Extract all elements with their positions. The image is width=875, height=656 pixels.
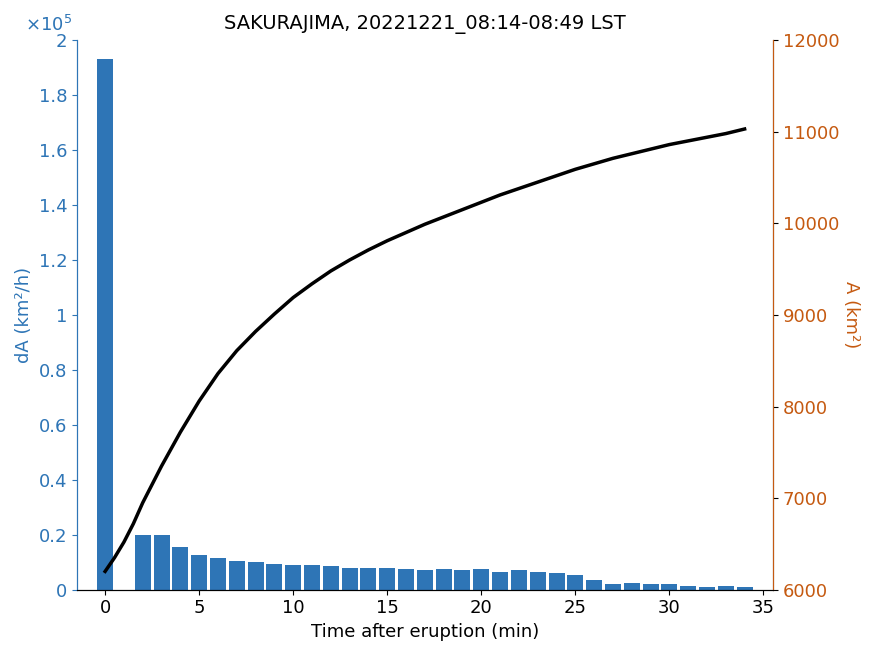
Title: SAKURAJIMA, 20221221_08:14-08:49 LST: SAKURAJIMA, 20221221_08:14-08:49 LST	[224, 15, 626, 34]
Bar	[341, 567, 358, 590]
Bar	[699, 587, 715, 590]
Text: $\times10^5$: $\times10^5$	[24, 14, 72, 35]
Bar	[285, 565, 301, 590]
Bar	[153, 535, 170, 590]
Bar	[605, 584, 621, 590]
Bar	[172, 547, 188, 590]
Bar	[360, 567, 376, 590]
Y-axis label: A (km²): A (km²)	[842, 281, 860, 348]
X-axis label: Time after eruption (min): Time after eruption (min)	[311, 623, 539, 641]
Bar	[436, 569, 452, 590]
Bar	[97, 60, 113, 590]
Bar	[680, 586, 696, 590]
Bar	[379, 567, 396, 590]
Bar	[454, 571, 471, 590]
Bar	[266, 564, 283, 590]
Bar	[737, 587, 752, 590]
Bar	[567, 575, 584, 590]
Bar	[135, 535, 150, 590]
Bar	[398, 569, 414, 590]
Bar	[624, 583, 640, 590]
Bar	[586, 580, 602, 590]
Bar	[549, 573, 564, 590]
Bar	[323, 566, 339, 590]
Bar	[473, 569, 489, 590]
Bar	[416, 571, 433, 590]
Bar	[642, 584, 659, 590]
Bar	[718, 586, 734, 590]
Bar	[248, 562, 263, 590]
Bar	[511, 571, 527, 590]
Y-axis label: dA (km²/h): dA (km²/h)	[15, 267, 33, 363]
Bar	[529, 572, 546, 590]
Bar	[228, 561, 245, 590]
Bar	[210, 558, 226, 590]
Bar	[304, 565, 320, 590]
Bar	[191, 556, 207, 590]
Bar	[492, 572, 508, 590]
Bar	[662, 584, 677, 590]
